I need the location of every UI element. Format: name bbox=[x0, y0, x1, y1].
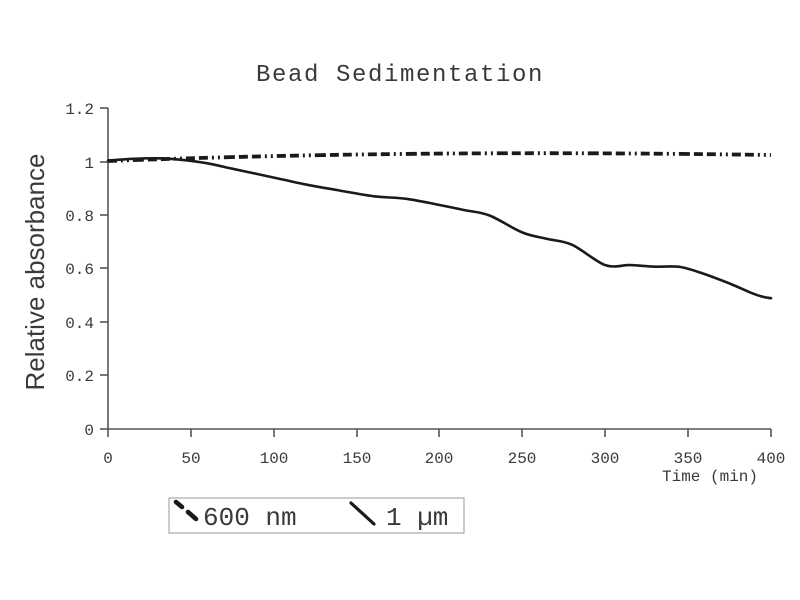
svg-text:1: 1 bbox=[84, 155, 94, 173]
svg-text:100: 100 bbox=[260, 450, 289, 468]
svg-text:0: 0 bbox=[84, 422, 94, 440]
svg-text:600 nm: 600 nm bbox=[203, 503, 297, 533]
svg-text:1 µm: 1 µm bbox=[386, 503, 448, 533]
svg-text:350: 350 bbox=[674, 450, 703, 468]
svg-text:1.2: 1.2 bbox=[65, 101, 94, 119]
svg-text:200: 200 bbox=[425, 450, 454, 468]
svg-text:0.2: 0.2 bbox=[65, 368, 94, 386]
svg-text:0.8: 0.8 bbox=[65, 208, 94, 226]
svg-text:0: 0 bbox=[103, 450, 113, 468]
svg-text:400: 400 bbox=[757, 450, 786, 468]
svg-text:0.6: 0.6 bbox=[65, 261, 94, 279]
svg-text:50: 50 bbox=[181, 450, 200, 468]
svg-text:150: 150 bbox=[343, 450, 372, 468]
svg-text:0.4: 0.4 bbox=[65, 315, 94, 333]
svg-text:250: 250 bbox=[508, 450, 537, 468]
svg-text:300: 300 bbox=[591, 450, 620, 468]
